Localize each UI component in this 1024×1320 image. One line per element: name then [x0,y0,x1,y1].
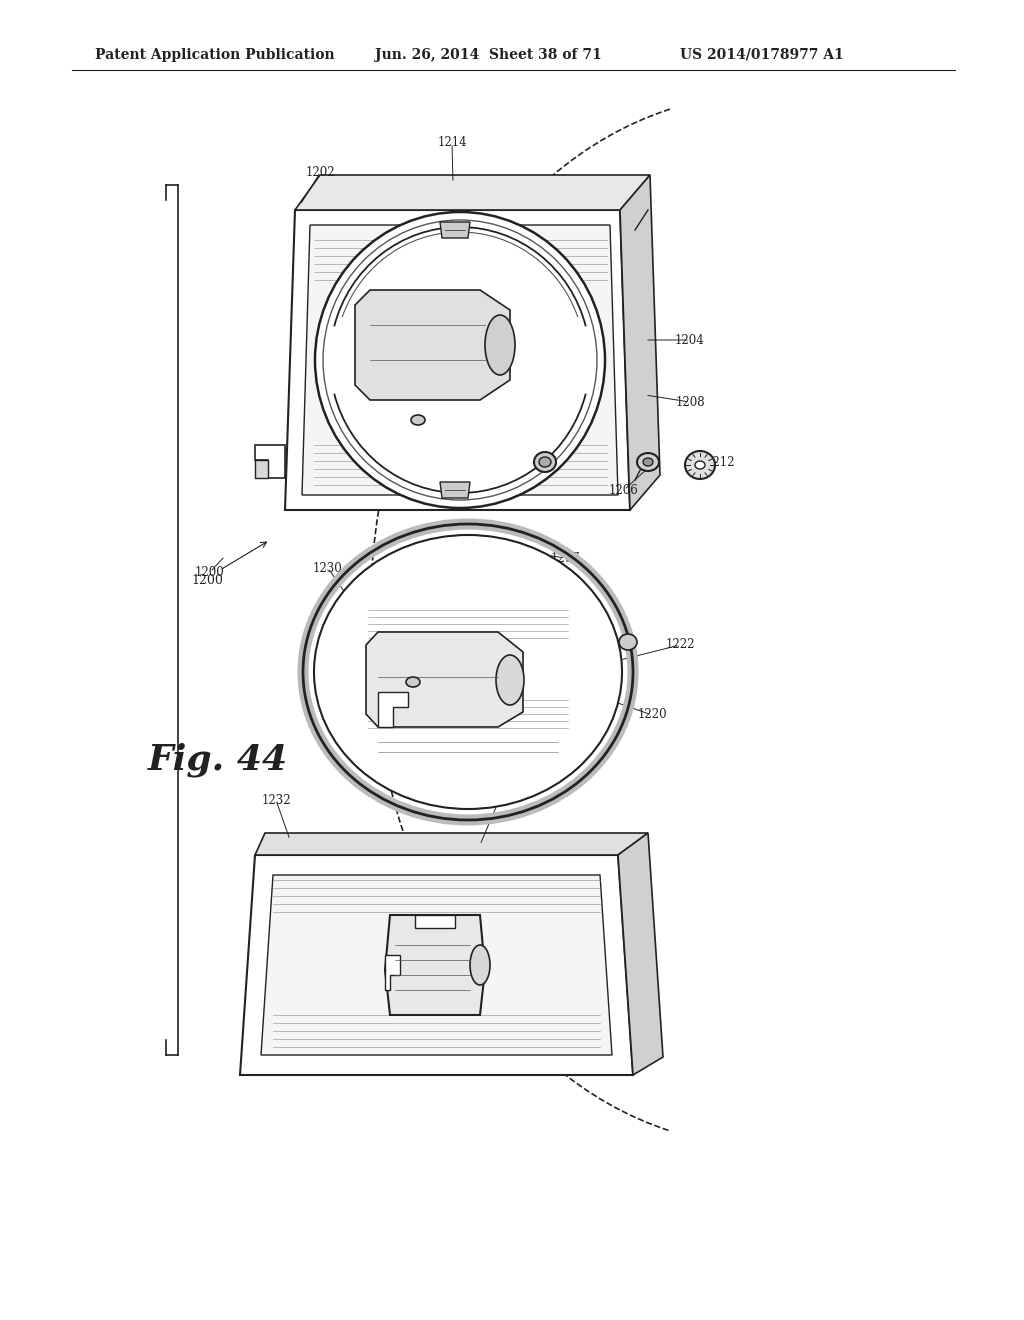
Text: 1207: 1207 [550,552,580,565]
Ellipse shape [539,457,551,467]
Polygon shape [261,875,612,1055]
Ellipse shape [695,461,705,469]
Ellipse shape [314,535,622,809]
Polygon shape [302,224,618,495]
Text: 1224: 1224 [397,648,427,661]
Text: 1200: 1200 [196,565,225,578]
Text: 1204: 1204 [675,334,705,346]
Ellipse shape [618,634,637,649]
Polygon shape [620,176,660,510]
Ellipse shape [496,655,524,705]
Ellipse shape [315,213,605,508]
Polygon shape [385,915,485,1015]
Text: 1202: 1202 [305,166,335,180]
Polygon shape [415,915,455,928]
Polygon shape [285,210,630,510]
Polygon shape [440,222,470,238]
Ellipse shape [637,453,659,471]
Text: 1206: 1206 [609,483,639,496]
Polygon shape [355,290,510,400]
Ellipse shape [485,315,515,375]
Ellipse shape [323,220,597,500]
Text: 1226: 1226 [496,622,525,635]
Text: US 2014/0178977 A1: US 2014/0178977 A1 [680,48,844,62]
Text: 1216: 1216 [441,491,471,504]
Text: 1208: 1208 [675,396,705,408]
Ellipse shape [470,945,490,985]
Polygon shape [378,692,408,727]
Text: 1234: 1234 [487,787,517,800]
Polygon shape [255,833,648,855]
Polygon shape [358,602,578,737]
Polygon shape [240,855,633,1074]
Polygon shape [618,833,663,1074]
Text: 1209: 1209 [395,421,425,433]
Text: Fig. 44: Fig. 44 [148,743,288,777]
Text: 1212: 1212 [706,455,735,469]
Ellipse shape [411,414,425,425]
Text: 1236: 1236 [425,933,455,946]
Polygon shape [385,954,400,990]
Polygon shape [295,176,650,210]
Ellipse shape [406,677,420,686]
Text: Patent Application Publication: Patent Application Publication [95,48,335,62]
Text: 1200: 1200 [191,573,223,586]
Text: 1220: 1220 [637,709,667,722]
Text: 1210: 1210 [494,438,523,451]
Polygon shape [366,632,523,727]
Text: 1228: 1228 [417,714,446,726]
Text: 1232: 1232 [261,793,291,807]
Text: 1222: 1222 [666,639,694,652]
Ellipse shape [643,458,653,466]
Polygon shape [255,445,285,478]
Polygon shape [440,482,470,498]
Ellipse shape [685,451,715,479]
Ellipse shape [534,451,556,473]
Text: 1214: 1214 [437,136,467,149]
Polygon shape [255,459,268,478]
Text: Jun. 26, 2014  Sheet 38 of 71: Jun. 26, 2014 Sheet 38 of 71 [375,48,602,62]
Text: 1230: 1230 [313,561,343,574]
